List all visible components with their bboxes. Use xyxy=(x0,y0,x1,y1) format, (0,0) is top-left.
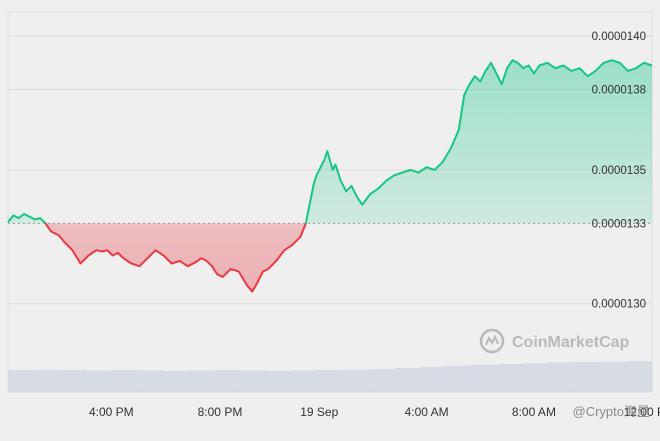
watermark-brand-text: CoinMarketCap xyxy=(512,334,630,351)
area-above-baseline xyxy=(8,60,652,224)
volume-bar xyxy=(85,370,112,392)
volume-bar xyxy=(600,361,627,392)
volume-bar xyxy=(626,361,653,392)
volume-bar xyxy=(368,369,395,392)
price-line-up xyxy=(7,59,653,224)
x-tick-label: 8:00 AM xyxy=(512,405,556,419)
volume-bar xyxy=(136,370,164,392)
y-tick-label: 0.0000135 xyxy=(592,165,646,177)
x-tick-label: 4:00 PM xyxy=(89,405,134,419)
x-axis-labels: 4:00 PM 8:00 PM 19 Sep 4:00 AM 8:00 AM 12:00 … xyxy=(89,405,660,419)
volume-bar xyxy=(214,370,241,392)
volume-bar xyxy=(317,370,344,392)
volume-bar xyxy=(548,362,576,392)
volume-bar xyxy=(239,370,267,392)
x-tick-label: 12:00 PM xyxy=(624,405,660,419)
x-tick-label: 8:00 PM xyxy=(198,405,243,419)
x-tick-label: 4:00 AM xyxy=(405,405,449,419)
volume-bar xyxy=(523,363,550,392)
y-tick-label: 0.0000138 xyxy=(592,85,646,97)
volume-bar xyxy=(342,369,370,392)
volume-bars xyxy=(8,361,653,392)
volume-bar xyxy=(420,366,447,392)
price-line xyxy=(7,59,653,293)
y-tick-label: 0.0000130 xyxy=(592,299,646,311)
corner-watermark-text: @Crypto海星 xyxy=(573,404,651,419)
coinmarketcap-logo-icon xyxy=(479,328,505,354)
volume-bar xyxy=(445,365,473,392)
volume-bar xyxy=(265,370,292,392)
y-axis-labels: 0.0000140 0.0000138 0.0000135 0.0000133 0.00… xyxy=(592,31,646,311)
coinmarketcap-watermark: CoinMarketCap xyxy=(479,328,630,354)
volume-bar xyxy=(111,370,138,392)
price-line-down xyxy=(44,223,307,293)
volume-bar xyxy=(33,369,61,392)
volume-bar xyxy=(188,370,215,392)
volume-bar xyxy=(59,370,86,392)
volume-bar xyxy=(8,370,35,392)
volume-bar xyxy=(394,368,421,392)
y-tick-label: 0.0000133 xyxy=(592,218,646,230)
volume-bar xyxy=(291,370,318,392)
volume-bar xyxy=(574,362,601,392)
x-tick-label: 19 Sep xyxy=(300,405,338,419)
volume-bar xyxy=(497,364,524,392)
volume-bar xyxy=(471,364,498,392)
volume-bar xyxy=(162,370,189,392)
y-tick-label: 0.0000140 xyxy=(592,31,646,43)
